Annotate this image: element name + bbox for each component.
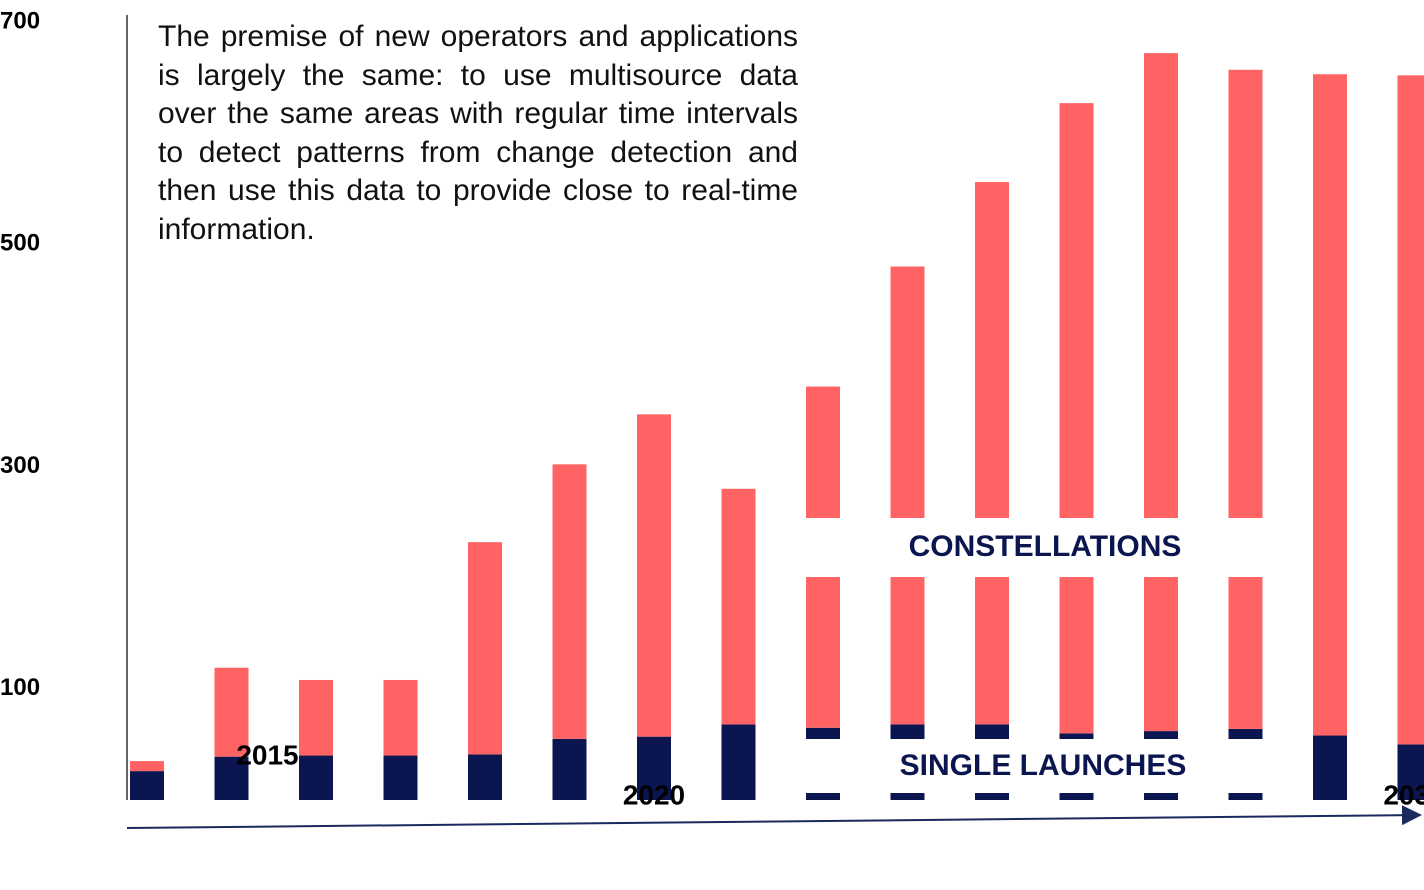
bar-segment bbox=[468, 754, 502, 800]
bar-segment bbox=[1228, 69, 1263, 729]
bar-segment bbox=[1397, 744, 1424, 800]
x-tick-label: 2015 bbox=[236, 739, 298, 770]
y-tick-label: 500 bbox=[0, 230, 40, 257]
x-tick-label: 2020 bbox=[623, 779, 685, 810]
bar-segment bbox=[1313, 74, 1347, 736]
bar-segment bbox=[1313, 735, 1347, 800]
bar-segment bbox=[721, 488, 756, 725]
bar-segment bbox=[552, 464, 587, 739]
bar-segment bbox=[721, 724, 756, 800]
bar-segment bbox=[1397, 75, 1424, 745]
series-label: CONSTELLATIONS bbox=[909, 530, 1182, 563]
bar-segment bbox=[130, 761, 164, 772]
x-axis bbox=[126, 805, 1422, 829]
bar-segment bbox=[214, 667, 249, 757]
bar-segment bbox=[637, 414, 671, 737]
bar-segment bbox=[299, 755, 333, 800]
bar-segment bbox=[552, 738, 587, 800]
bar-segment bbox=[383, 679, 418, 756]
bar-segment bbox=[383, 755, 418, 800]
y-tick-label: 100 bbox=[0, 674, 40, 701]
label-gap bbox=[800, 518, 1270, 577]
bar-segment bbox=[637, 736, 671, 800]
y-tick-label: 700 bbox=[0, 7, 40, 34]
series-label: SINGLE LAUNCHES bbox=[900, 749, 1187, 782]
y-tick-label: 300 bbox=[0, 452, 40, 479]
bar-segment bbox=[890, 266, 925, 725]
bar-segment bbox=[1144, 53, 1178, 732]
bar-segment bbox=[130, 771, 164, 800]
annotation: The premise of new operators and applica… bbox=[158, 20, 798, 246]
bar-segment bbox=[468, 542, 502, 755]
label-gap bbox=[800, 739, 1270, 793]
bar-segment bbox=[299, 679, 333, 756]
bar-segment bbox=[1059, 103, 1094, 734]
bar-segment bbox=[975, 182, 1009, 725]
bar-segment bbox=[214, 756, 249, 800]
x-tick-label: 2030 bbox=[1383, 779, 1424, 810]
